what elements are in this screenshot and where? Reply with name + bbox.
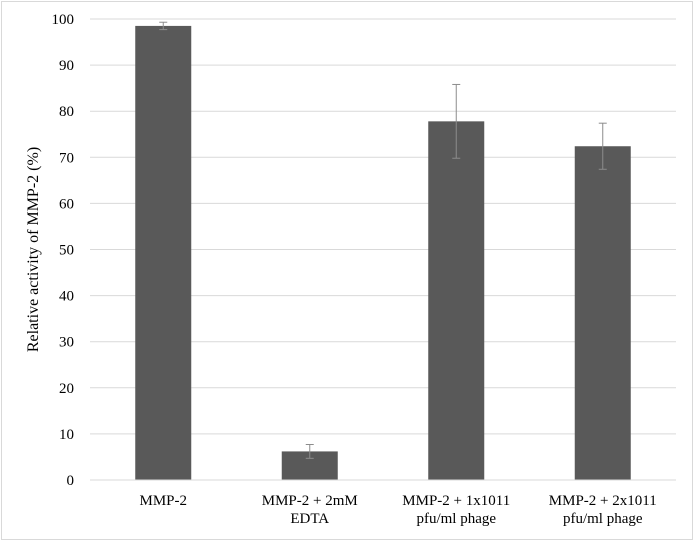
y-tick-label: 0 [67,473,75,489]
x-category-label: pfu/ml phage [416,511,496,527]
y-tick-label: 100 [52,12,75,28]
error-bars [159,21,607,459]
x-category-label: MMP-2 + 2x1011 [549,493,657,509]
y-tick-label: 20 [59,381,74,397]
x-axis-categories: MMP-2 MMP-2 + 2mM EDTA MMP-2 + 1x1011 pfu/ml… [139,493,656,527]
x-category-label: MMP-2 [139,493,187,509]
bars [135,25,631,480]
x-category-label: MMP-2 + 2mM [262,493,358,509]
y-axis-label: Relative activity of MMP-2 (%) [25,147,42,352]
y-tick-label: 50 [59,243,74,259]
x-category-label: MMP-2 + 1x1011 [402,493,510,509]
y-tick-label: 40 [59,289,74,305]
y-tick-label: 90 [59,58,74,74]
y-tick-label: 80 [59,104,74,120]
bar [574,146,631,480]
x-category-label: EDTA [290,511,329,527]
y-tick-label: 70 [59,150,74,166]
x-category-label: pfu/ml phage [563,511,643,527]
y-axis-ticks: 0 10 20 30 40 50 60 70 80 90 100 [52,12,75,489]
y-tick-label: 60 [59,196,74,212]
bar [135,25,192,480]
y-tick-label: 30 [59,335,74,351]
y-tick-label: 10 [59,427,74,443]
bar [428,121,485,480]
